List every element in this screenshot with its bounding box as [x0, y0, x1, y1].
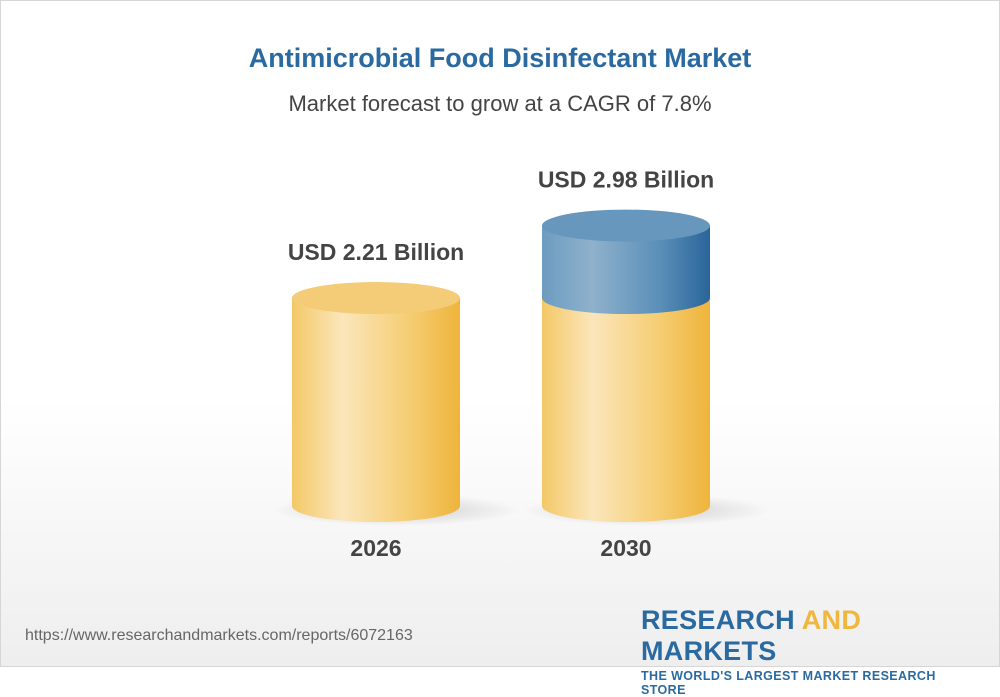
bar-2026-body [292, 298, 460, 522]
x-tick-label: 2026 [350, 535, 401, 561]
bar-2030-growth-body [542, 225, 710, 315]
logo-tagline: THE WORLD'S LARGEST MARKET RESEARCH STOR… [641, 669, 936, 697]
x-tick-label: 2030 [600, 535, 651, 561]
bar-2030-growth-top [542, 209, 710, 242]
chart-title: Antimicrobial Food Disinfectant Market [248, 43, 752, 73]
research-and-markets-logo: RESEARCH AND MARKETS THE WORLD'S LARGEST… [641, 605, 981, 697]
cylinder-chart: USD 2.21 Billion 2026 USD 2.98 Billion 2030 [272, 167, 770, 561]
data-label: USD 2.21 Billion [288, 239, 464, 265]
logo-text-and: AND [801, 605, 862, 635]
bar-2026-top [292, 282, 460, 315]
logo-text: MARKETS [641, 636, 777, 666]
report-url[interactable]: https://www.researchandmarkets.com/repor… [25, 627, 413, 644]
chart-subtitle: Market forecast to grow at a CAGR of 7.8… [288, 91, 712, 116]
logo-text: RESEARCH [641, 605, 802, 635]
data-label: USD 2.98 Billion [538, 167, 714, 193]
bar-2030-base-body [542, 298, 710, 522]
